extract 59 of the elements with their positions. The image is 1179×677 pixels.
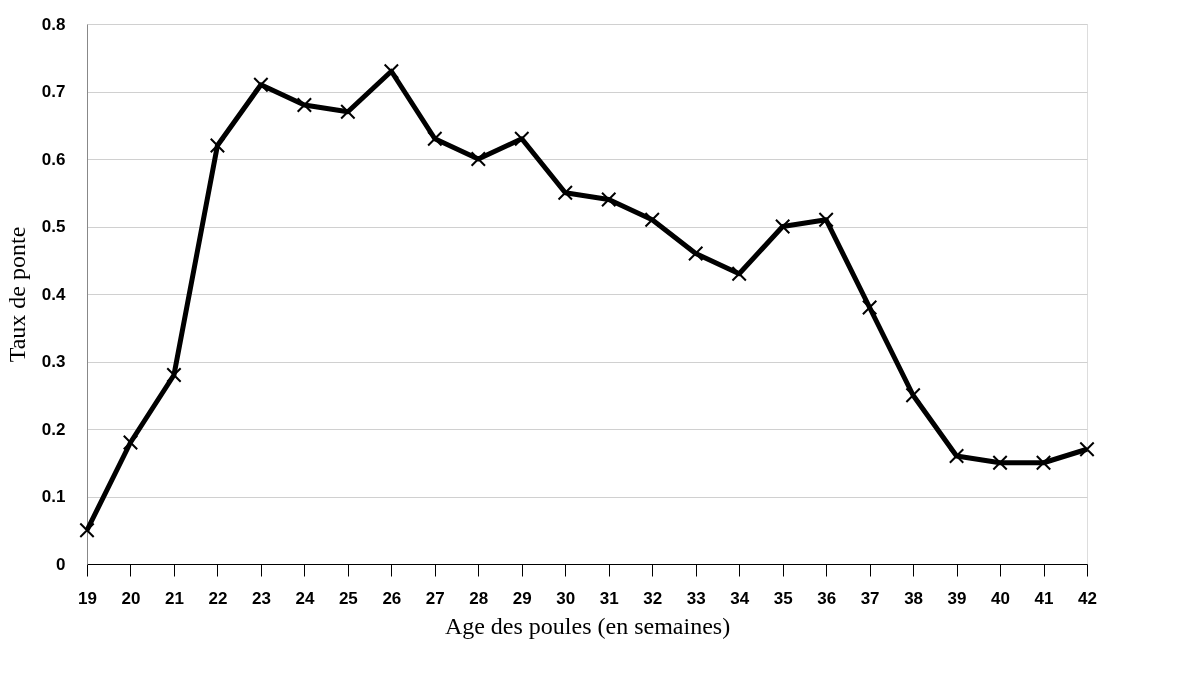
y-tick-label: 0.3 [41,352,66,371]
point [861,299,878,316]
point [948,448,965,464]
x-tick-label: 29 [512,588,532,608]
x-tick-label: 40 [991,588,1010,608]
x-tick-label: 35 [773,588,793,608]
point [383,63,400,79]
point [253,77,269,93]
point [557,185,573,201]
x-tick-label: 32 [643,588,663,608]
x-tick-label: 39 [947,588,967,608]
y-tick-label: 0.4 [41,284,67,304]
x-tick-label: 24 [295,588,315,608]
x-tick-label: 41 [1034,588,1054,608]
x-axis-title: Age des poules (en semaines) [444,612,731,639]
point [644,212,660,228]
x-tick-label: 38 [904,588,924,608]
point [470,151,487,167]
point [818,212,834,228]
point [166,367,182,383]
y-tick-label: 0.8 [41,14,66,34]
y-tick-label: 0.2 [41,419,66,439]
point [1035,455,1052,471]
x-tick-label: 22 [208,588,228,608]
x-tick-label: 21 [165,588,184,608]
point [905,387,921,403]
point [687,245,704,262]
x-tick-label: 30 [556,588,576,608]
point [122,434,139,451]
x-tick-label: 42 [1078,588,1097,608]
point [774,218,791,235]
x-tick-label: 27 [425,588,445,608]
y-tick-label: 0.1 [41,487,66,506]
point [427,131,443,147]
y-tick-label: 0.5 [41,217,66,236]
x-tick-label: 23 [251,588,271,608]
x-tick-label: 28 [469,588,489,608]
point [209,137,226,154]
x-tick-label: 26 [382,588,402,608]
point [601,191,617,208]
x-tick-label: 34 [730,588,750,608]
y-axis-title: Taux de ponte [3,226,30,363]
y-tick-label: 0.6 [41,149,66,169]
x-tick-label: 37 [860,588,880,608]
y-tick-label: 0.7 [41,82,66,101]
point [79,522,95,538]
x-tick-label: 33 [686,588,706,608]
point [731,266,747,282]
point [514,131,530,147]
x-tick-label: 25 [338,588,358,608]
point [340,104,356,120]
x-tick-label: 20 [121,588,141,608]
x-tick-label: 31 [599,588,619,608]
y-tick-label: 0 [56,554,66,574]
x-tick-label: 36 [817,588,837,608]
point [1079,441,1095,457]
point [992,455,1008,471]
x-tick-label: 19 [78,588,97,608]
point [296,97,313,113]
